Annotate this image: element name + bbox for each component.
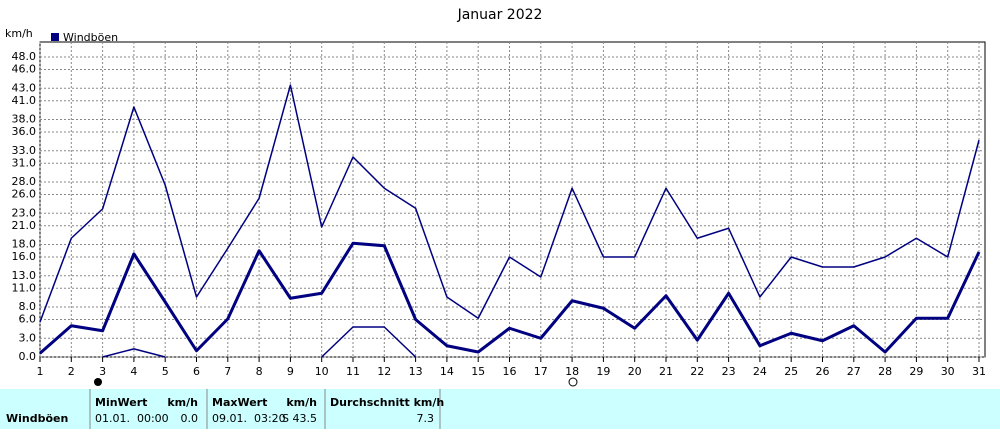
legend-swatch: [51, 33, 59, 41]
x-tick-label: 1: [37, 365, 44, 378]
y-tick-label: 0.0: [19, 350, 37, 363]
plot-frame: [39, 41, 986, 358]
y-tick-label: 48.0: [12, 50, 37, 63]
row-label: Windböen: [6, 412, 68, 425]
x-tick-label: 27: [847, 365, 861, 378]
cell: 01.01. 00:00: [95, 412, 169, 425]
x-tick-label: 7: [224, 365, 231, 378]
cell: 7.3: [417, 412, 435, 425]
x-tick-label: 21: [659, 365, 673, 378]
legend-label: Windböen: [63, 31, 118, 44]
marker: [94, 378, 102, 386]
header: km/h: [167, 396, 198, 409]
y-tick-label: 13.0: [12, 269, 37, 282]
y-tick-label: 46.0: [12, 63, 37, 76]
cell: 0.0: [181, 412, 199, 425]
stats-table: Windböen MinWert km/h MaxWert km/h Durch…: [0, 389, 1000, 429]
x-tick-label: 5: [162, 365, 169, 378]
y-tick-label: 16.0: [12, 250, 37, 263]
cell: S 43.5: [282, 412, 317, 425]
marker: [568, 377, 578, 387]
x-tick-label: 11: [346, 365, 360, 378]
y-tick-label: 8.0: [19, 300, 37, 313]
x-tick-label: 22: [690, 365, 704, 378]
series-line: [102, 326, 417, 358]
header: MaxWert: [212, 396, 267, 409]
y-tick-label: 28.0: [12, 175, 37, 188]
x-tick-label: 3: [99, 365, 106, 378]
series-line: [39, 241, 981, 355]
x-tick-label: 6: [193, 365, 200, 378]
x-tick-label: 24: [753, 365, 767, 378]
chart-title: Januar 2022: [457, 7, 543, 23]
x-tick-label: 26: [816, 365, 830, 378]
x-tick-label: 18: [565, 365, 579, 378]
x-tick-label: 9: [287, 365, 294, 378]
x-tick-label: 12: [377, 365, 391, 378]
y-tick-label: 31.0: [12, 156, 37, 169]
x-tick-label: 25: [784, 365, 798, 378]
y-tick-label: 38.0: [12, 113, 37, 126]
y-tick-label: 41.0: [12, 94, 37, 107]
y-tick-label: 23.0: [12, 206, 37, 219]
header: MinWert: [95, 396, 147, 409]
y-tick-label: 21.0: [12, 219, 37, 232]
x-tick-label: 16: [503, 365, 517, 378]
y-tick-label: 33.0: [12, 144, 37, 157]
x-tick-label: 2: [68, 365, 75, 378]
header: km/h: [286, 396, 317, 409]
x-tick-label: 17: [534, 365, 548, 378]
x-tick-label: 14: [440, 365, 454, 378]
y-tick-label: 6.0: [19, 313, 37, 326]
x-tick-label: 31: [972, 365, 986, 378]
header: Durchschnitt km/h: [330, 396, 444, 409]
x-tick-label: 4: [130, 365, 137, 378]
x-tick-label: 30: [941, 365, 955, 378]
x-tick-label: 15: [471, 365, 485, 378]
x-tick-label: 20: [628, 365, 642, 378]
x-tick-label: 29: [909, 365, 923, 378]
y-tick-label: 18.0: [12, 238, 37, 251]
x-tick-label: 8: [256, 365, 263, 378]
x-tick-label: 28: [878, 365, 892, 378]
x-tick-label: 23: [722, 365, 736, 378]
table-bg: [0, 389, 1000, 429]
x-tick-label: 10: [315, 365, 329, 378]
series-line: [39, 84, 980, 323]
y-tick-label: 26.0: [12, 188, 37, 201]
y-tick-label: 36.0: [12, 125, 37, 138]
y-tick-label: 3.0: [19, 331, 37, 344]
y-unit: km/h: [5, 27, 33, 40]
y-tick-label: 11.0: [12, 281, 37, 294]
x-tick-label: 13: [409, 365, 423, 378]
y-tick-label: 43.0: [12, 81, 37, 94]
cell: 09.01. 03:20: [212, 412, 286, 425]
x-tick-label: 19: [596, 365, 610, 378]
